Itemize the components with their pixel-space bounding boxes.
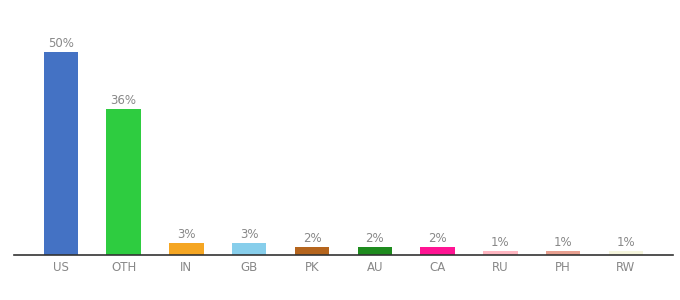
Bar <box>420 247 455 255</box>
Bar <box>106 109 141 255</box>
Bar <box>609 251 643 255</box>
Text: 1%: 1% <box>554 236 573 249</box>
Bar <box>169 243 204 255</box>
Text: 3%: 3% <box>177 228 196 241</box>
Bar <box>44 52 78 255</box>
Text: 1%: 1% <box>491 236 510 249</box>
Bar <box>546 251 581 255</box>
Text: 2%: 2% <box>303 232 322 245</box>
Bar <box>358 247 392 255</box>
Text: 36%: 36% <box>111 94 137 107</box>
Text: 3%: 3% <box>240 228 258 241</box>
Text: 2%: 2% <box>428 232 447 245</box>
Text: 2%: 2% <box>365 232 384 245</box>
Bar <box>483 251 517 255</box>
Text: 50%: 50% <box>48 37 74 50</box>
Bar <box>232 243 267 255</box>
Bar <box>294 247 329 255</box>
Text: 1%: 1% <box>617 236 635 249</box>
